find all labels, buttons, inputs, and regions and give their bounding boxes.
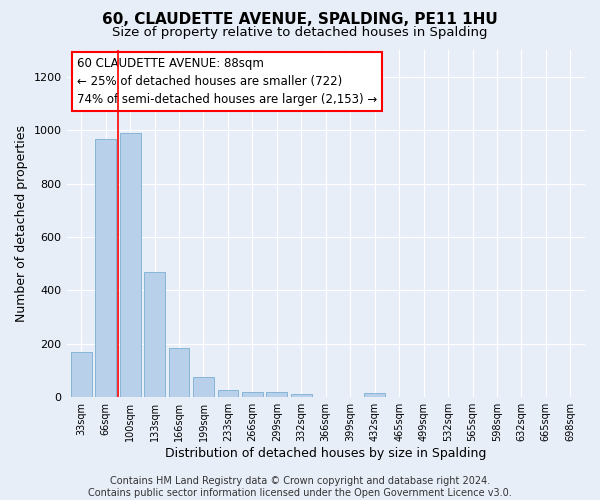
X-axis label: Distribution of detached houses by size in Spalding: Distribution of detached houses by size … [165,447,487,460]
Text: 60 CLAUDETTE AVENUE: 88sqm
← 25% of detached houses are smaller (722)
74% of sem: 60 CLAUDETTE AVENUE: 88sqm ← 25% of deta… [77,57,377,106]
Bar [218,390,238,397]
Text: Contains HM Land Registry data © Crown copyright and database right 2024.
Contai: Contains HM Land Registry data © Crown c… [88,476,512,498]
Bar [144,272,165,397]
Bar [266,392,287,397]
Text: 60, CLAUDETTE AVENUE, SPALDING, PE11 1HU: 60, CLAUDETTE AVENUE, SPALDING, PE11 1HU [102,12,498,28]
Bar [169,348,190,397]
Bar [95,140,116,397]
Y-axis label: Number of detached properties: Number of detached properties [15,125,28,322]
Bar [364,393,385,397]
Bar [71,352,92,397]
Bar [291,394,312,397]
Bar [242,392,263,397]
Bar [193,377,214,397]
Text: Size of property relative to detached houses in Spalding: Size of property relative to detached ho… [112,26,488,39]
Bar [120,133,140,397]
